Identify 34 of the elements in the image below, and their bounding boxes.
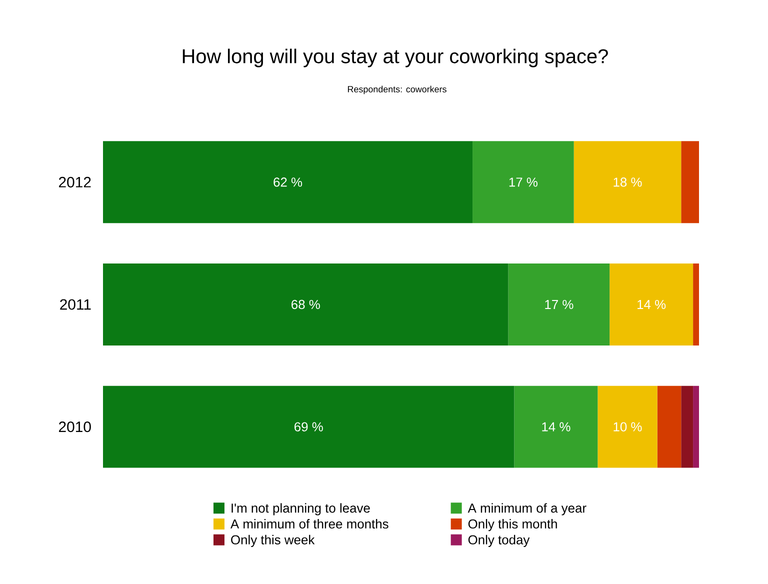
bar: [610, 264, 694, 346]
bar: [574, 141, 682, 224]
data-label: 14 %: [542, 422, 570, 432]
legend-label: Only this week: [231, 534, 315, 547]
data-label: 14 %: [638, 300, 666, 310]
bar: [514, 386, 598, 468]
chart-title: How long will you stay at your coworking space?: [182, 48, 608, 68]
y-tick-label: 2010: [58, 422, 91, 432]
bar: [472, 141, 574, 224]
bar: [598, 386, 658, 468]
bar: [103, 386, 514, 468]
bar: [103, 141, 473, 224]
data-label: 69 %: [294, 422, 323, 432]
bar: [693, 264, 700, 346]
y-tick-label: 2011: [60, 299, 91, 310]
legend-label: Only this month: [468, 519, 557, 532]
data-label: 17 %: [545, 300, 574, 310]
bar: [508, 264, 610, 346]
chart-subtitle: Respondents: coworkers: [348, 86, 446, 94]
legend-label: I'm not planning to leave: [232, 503, 370, 516]
bar: [681, 386, 694, 468]
data-label: 62 %: [274, 178, 302, 187]
legend-label: A minimum of a year: [468, 503, 586, 516]
legend-label: A minimum of three months: [230, 519, 388, 529]
data-label: 68 %: [292, 300, 320, 310]
y-tick-label: 2012: [58, 176, 91, 188]
bar: [657, 386, 682, 468]
bar: [681, 141, 700, 224]
data-label: 18 %: [614, 178, 642, 187]
legend-label: Only today: [468, 534, 530, 547]
bar: [103, 264, 508, 346]
data-label: 17 %: [509, 178, 538, 187]
bar: [693, 386, 700, 468]
data-label: 10 %: [614, 422, 642, 432]
